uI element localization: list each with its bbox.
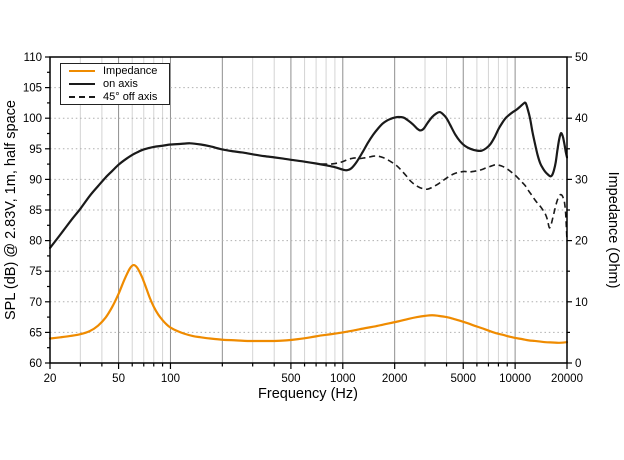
y-tick-label-left: 70 xyxy=(29,297,42,309)
y-tick-label-right: 10 xyxy=(575,297,588,309)
legend: Impedance on axis 45° off axis xyxy=(60,63,170,105)
x-axis-title: Frequency (Hz) xyxy=(258,386,358,402)
x-tick-label: 20 xyxy=(44,373,57,385)
curves xyxy=(49,101,568,344)
y-tick-label-left: 90 xyxy=(29,174,42,186)
45-off-axis-curve xyxy=(321,155,568,242)
y-tick-label-left: 80 xyxy=(29,236,42,248)
x-tick-label: 5000 xyxy=(450,373,476,385)
y-tick-label-left: 105 xyxy=(23,83,42,95)
axis-ticks xyxy=(45,56,572,369)
x-tick-label: 50 xyxy=(112,373,125,385)
y-tick-label-left: 65 xyxy=(29,327,42,339)
legend-label-45-off-axis: 45° off axis xyxy=(103,90,158,103)
y-tick-label-left: 60 xyxy=(29,358,42,370)
x-tick-label: 10000 xyxy=(499,373,531,385)
legend-line-impedance-icon xyxy=(69,70,95,72)
y-tick-label-left: 85 xyxy=(29,205,42,217)
x-tick-label: 100 xyxy=(161,373,180,385)
x-tick-label: 500 xyxy=(281,373,300,385)
legend-label-impedance: Impedance xyxy=(103,64,158,77)
y-tick-label-right: 40 xyxy=(575,113,588,125)
impedance-curve xyxy=(49,263,568,344)
x-tick-label: 2000 xyxy=(382,373,408,385)
on-axis-curve xyxy=(49,101,568,250)
legend-item-impedance: Impedance xyxy=(61,65,169,78)
x-tick-label: 1000 xyxy=(330,373,356,385)
y-tick-label-right: 20 xyxy=(575,236,588,248)
y-tick-label-left: 95 xyxy=(29,144,42,156)
y-axis-title-left: SPL (dB) @ 2.83V, 1m, half space xyxy=(3,100,19,320)
y-tick-label-left: 110 xyxy=(24,52,42,64)
legend-item-on-axis: on axis xyxy=(61,78,169,91)
y-tick-label-right: 0 xyxy=(575,358,581,370)
grid-lines xyxy=(50,57,567,363)
tick-labels: 20 50 100 500 1000 2000 5000 10000 2000060657075… xyxy=(23,52,588,385)
legend-label-on-axis: on axis xyxy=(103,77,138,90)
legend-item-45-off-axis: 45° off axis xyxy=(61,91,169,104)
y-tick-label-left: 100 xyxy=(23,113,42,125)
legend-line-45-off-axis-icon xyxy=(69,96,95,98)
y-tick-label-right: 50 xyxy=(575,52,588,64)
legend-line-on-axis-icon xyxy=(69,83,95,85)
y-axis-title-right: Impedance (Ohm) xyxy=(605,172,621,289)
y-tick-label-left: 75 xyxy=(29,266,42,278)
x-tick-label: 20000 xyxy=(551,373,583,385)
y-tick-label-right: 30 xyxy=(575,174,588,186)
